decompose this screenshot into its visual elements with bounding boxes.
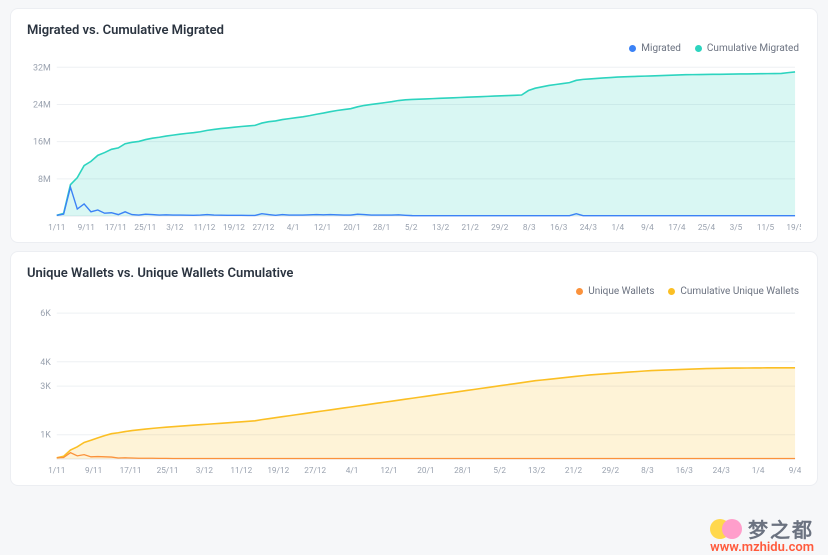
svg-text:12/1: 12/1 [380, 466, 397, 476]
svg-text:19/5: 19/5 [786, 223, 801, 233]
chart-card-unique-wallets: Unique Wallets vs. Unique Wallets Cumula… [10, 251, 818, 486]
svg-text:1/4: 1/4 [752, 466, 765, 476]
chart-title: Migrated vs. Cumulative Migrated [27, 23, 801, 38]
svg-text:16/3: 16/3 [676, 466, 694, 476]
svg-text:20/1: 20/1 [343, 223, 360, 233]
legend-dot-icon [576, 288, 583, 295]
svg-text:8/3: 8/3 [523, 223, 536, 233]
svg-text:25/11: 25/11 [134, 223, 156, 233]
svg-text:1K: 1K [40, 431, 51, 441]
svg-text:4/1: 4/1 [346, 466, 359, 476]
chart-title: Unique Wallets vs. Unique Wallets Cumula… [27, 266, 801, 281]
watermark-blob-icon [710, 519, 730, 539]
svg-text:9/4: 9/4 [789, 466, 801, 476]
svg-text:12/1: 12/1 [314, 223, 331, 233]
svg-text:28/1: 28/1 [373, 223, 390, 233]
svg-text:4/1: 4/1 [287, 223, 300, 233]
svg-text:21/2: 21/2 [565, 466, 583, 476]
watermark: 梦之都 www.mzhidu.com [710, 514, 814, 543]
svg-text:5/2: 5/2 [493, 466, 506, 476]
svg-text:17/11: 17/11 [120, 466, 142, 476]
svg-text:19/12: 19/12 [223, 223, 245, 233]
legend-dot-icon [695, 45, 702, 52]
legend-dot-icon [668, 288, 675, 295]
svg-text:9/11: 9/11 [78, 223, 95, 233]
svg-text:3/12: 3/12 [196, 466, 214, 476]
svg-text:1/4: 1/4 [612, 223, 625, 233]
svg-text:1/11: 1/11 [48, 223, 65, 233]
chart-svg: 1K 3K 4K 6K 1/11 9/11 17/11 25/11 3/12 11/12 19/12… [27, 295, 801, 477]
svg-text:11/12: 11/12 [193, 223, 215, 233]
svg-text:24/3: 24/3 [580, 223, 598, 233]
svg-text:17/11: 17/11 [105, 223, 127, 233]
legend-dot-icon [629, 45, 636, 52]
svg-text:29/2: 29/2 [602, 466, 620, 476]
svg-text:29/2: 29/2 [491, 223, 509, 233]
svg-text:9/4: 9/4 [641, 223, 654, 233]
svg-text:13/2: 13/2 [528, 466, 546, 476]
svg-text:19/12: 19/12 [267, 466, 289, 476]
chart-plot-area[interactable]: 1K 3K 4K 6K 1/11 9/11 17/11 25/11 3/12 11/12 19/12… [27, 295, 801, 477]
svg-text:27/12: 27/12 [253, 223, 275, 233]
svg-text:17/4: 17/4 [668, 223, 686, 233]
svg-text:9/11: 9/11 [85, 466, 102, 476]
svg-text:3/5: 3/5 [730, 223, 743, 233]
svg-text:24M: 24M [33, 100, 51, 110]
svg-text:16/3: 16/3 [550, 223, 568, 233]
svg-text:21/2: 21/2 [462, 223, 480, 233]
svg-text:8M: 8M [38, 175, 51, 185]
svg-text:8/3: 8/3 [641, 466, 654, 476]
svg-text:3K: 3K [40, 382, 51, 392]
svg-text:11/5: 11/5 [757, 223, 775, 233]
svg-text:13/2: 13/2 [432, 223, 450, 233]
svg-text:1/11: 1/11 [48, 466, 65, 476]
svg-text:24/3: 24/3 [713, 466, 731, 476]
chart-svg: 8M 16M 24M 32M 1/11 9/11 17/11 25/11 3/12 11/12 19… [27, 52, 801, 234]
svg-text:27/12: 27/12 [304, 466, 326, 476]
svg-text:32M: 32M [33, 63, 51, 73]
chart-card-migrated: Migrated vs. Cumulative Migrated Migrate… [10, 8, 818, 243]
svg-text:28/1: 28/1 [454, 466, 471, 476]
svg-text:11/12: 11/12 [230, 466, 252, 476]
svg-text:6K: 6K [40, 309, 51, 319]
svg-text:5/2: 5/2 [405, 223, 418, 233]
svg-text:16M: 16M [33, 138, 51, 148]
svg-text:4K: 4K [40, 358, 51, 368]
svg-text:3/12: 3/12 [166, 223, 184, 233]
watermark-text: 梦之都 [748, 514, 814, 543]
svg-text:25/11: 25/11 [157, 466, 179, 476]
svg-text:20/1: 20/1 [417, 466, 434, 476]
watermark-url: www.mzhidu.com [710, 540, 814, 555]
svg-text:25/4: 25/4 [698, 223, 716, 233]
watermark-blob-icon [722, 519, 742, 539]
chart-plot-area[interactable]: 8M 16M 24M 32M 1/11 9/11 17/11 25/11 3/12 11/12 19… [27, 52, 801, 234]
